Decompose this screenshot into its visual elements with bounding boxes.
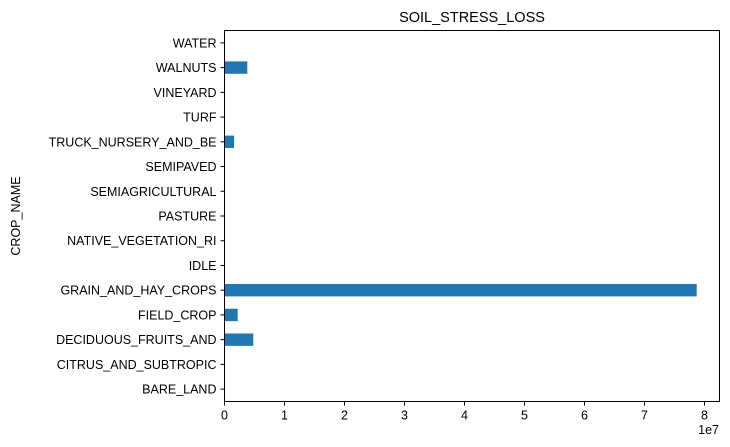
x-ticks-layer: 0 1 2 3 4 5 6 7 8: [221, 401, 708, 423]
bar-deciduous-fruits-and: [224, 333, 254, 346]
y-tick-label: PASTURE: [158, 210, 216, 224]
plot-frame: [224, 30, 720, 402]
y-tick-label: BARE_LAND: [142, 383, 216, 397]
y-tick-label: WALNUTS: [156, 61, 217, 75]
y-tick-label: TRUCK_NURSERY_AND_BE: [49, 135, 217, 149]
y-tick-label: SEMIPAVED: [145, 160, 216, 174]
y-tick-label: TURF: [183, 111, 217, 125]
x-tick-label: 8: [701, 409, 708, 423]
bar-truck-nursery-and-be: [224, 135, 235, 148]
x-tick-label: 1: [281, 409, 288, 423]
x-tick-label: 2: [341, 409, 348, 423]
chart-title: SOIL_STRESS_LOSS: [399, 10, 545, 26]
y-tick-label: WATER: [173, 36, 217, 50]
x-axis-offset-label: 1e7: [698, 423, 719, 437]
y-axis-title: CROP_NAME: [9, 176, 23, 255]
y-tick-label: SEMIAGRICULTURAL: [90, 185, 216, 199]
y-tick-label: DECIDUOUS_FRUITS_AND: [56, 333, 216, 347]
x-tick-label: 3: [401, 409, 408, 423]
x-tick-label: 5: [521, 409, 528, 423]
bars-layer: [224, 61, 697, 346]
x-tick-label: 4: [461, 409, 468, 423]
y-tick-label: NATIVE_VEGETATION_RI: [67, 234, 216, 248]
x-tick-label: 6: [581, 409, 588, 423]
y-ticks-layer: BARE_LAND CITRUS_AND_SUBTROPIC DECIDUOUS_F…: [49, 36, 225, 397]
y-tick-label: CITRUS_AND_SUBTROPIC: [57, 358, 217, 372]
y-tick-label: VINEYARD: [154, 86, 217, 100]
y-tick-label: GRAIN_AND_HAY_CROPS: [60, 284, 216, 298]
x-tick-label: 0: [221, 409, 228, 423]
x-tick-label: 7: [641, 409, 648, 423]
y-tick-label: FIELD_CROP: [138, 308, 217, 322]
bar-walnuts: [224, 61, 248, 74]
y-tick-label: IDLE: [189, 259, 217, 273]
bar-field-crop: [224, 308, 238, 322]
bar-grain-and-hay-crops: [224, 284, 697, 297]
